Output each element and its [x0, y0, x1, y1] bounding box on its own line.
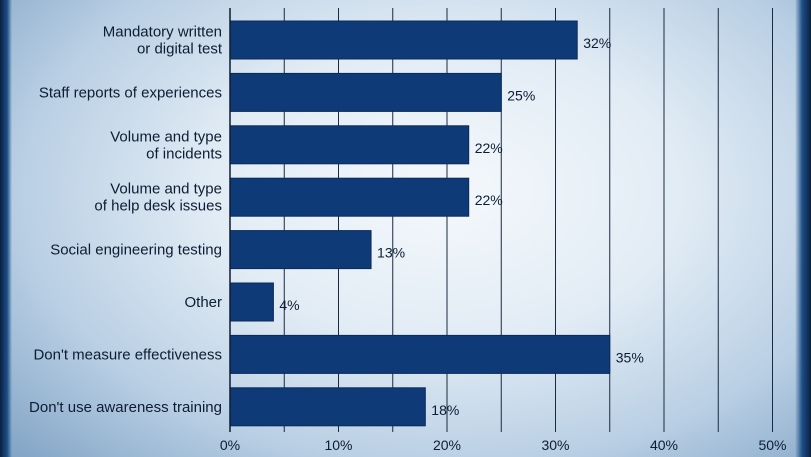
category-label: Don't measure effectiveness — [33, 346, 222, 363]
category-label: Social engineering testing — [50, 242, 222, 259]
category-label: Volume and type — [110, 128, 222, 145]
category-label: Don't use awareness training — [29, 399, 222, 416]
value-label: 22% — [475, 192, 503, 208]
bar-7 — [229, 334, 611, 374]
category-label: of incidents — [146, 145, 222, 162]
value-label: 13% — [377, 245, 405, 261]
bar-5 — [229, 230, 372, 270]
bar-2 — [229, 72, 502, 112]
right-frame-border — [795, 0, 811, 457]
value-label: 32% — [583, 35, 611, 51]
bar-1 — [229, 20, 578, 60]
bars — [229, 20, 611, 427]
x-tick-label: 40% — [650, 437, 678, 453]
category-label: Mandatory written — [103, 24, 222, 41]
x-tick-label: 0% — [220, 437, 240, 453]
value-label: 22% — [475, 140, 503, 156]
category-label: Volume and type — [110, 181, 222, 198]
x-tick-label: 30% — [541, 437, 569, 453]
bar-3 — [229, 125, 470, 165]
category-label: Staff reports of experiences — [39, 84, 222, 101]
bar-4 — [229, 177, 470, 217]
value-label: 4% — [279, 297, 299, 313]
x-tick-label: 50% — [758, 437, 786, 453]
value-label: 35% — [616, 349, 644, 365]
value-label: 25% — [507, 87, 535, 103]
bar-8 — [229, 387, 426, 427]
x-tick-label: 20% — [433, 437, 461, 453]
category-label: or digital test — [137, 41, 223, 58]
category-label: Other — [184, 294, 222, 311]
x-tick-label: 10% — [324, 437, 352, 453]
left-frame-border — [0, 0, 12, 457]
category-label: of help desk issues — [94, 198, 222, 215]
value-label: 18% — [431, 402, 459, 418]
bar-6 — [229, 282, 274, 322]
